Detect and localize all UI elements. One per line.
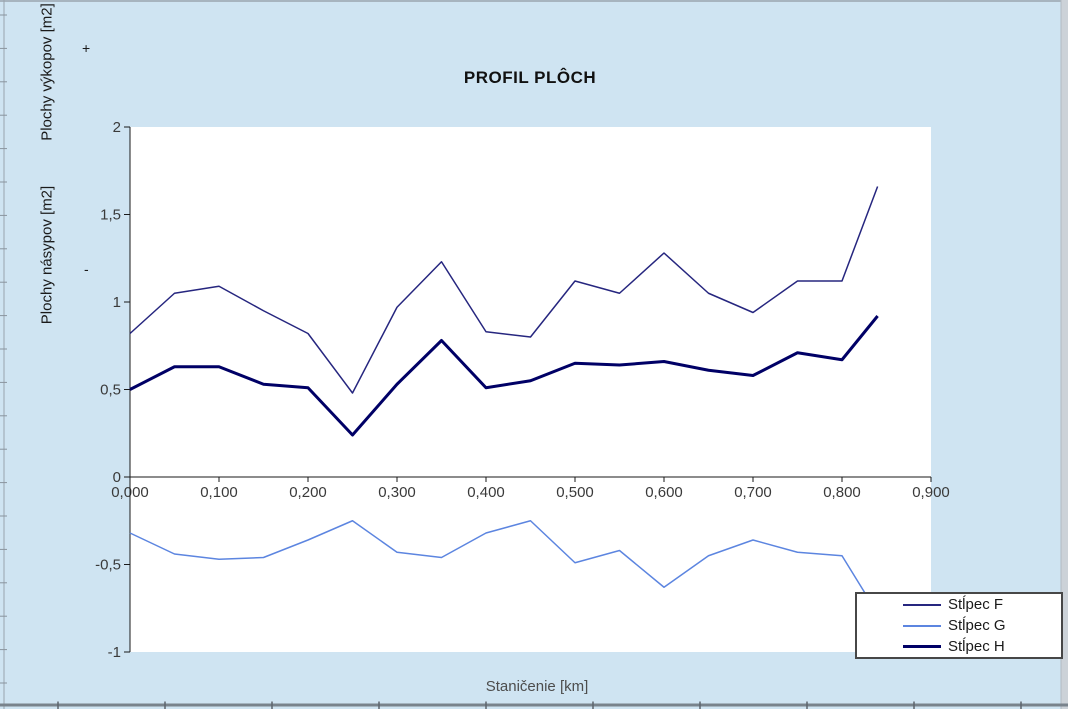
legend-entry: Stĺpec G	[903, 616, 1061, 636]
svg-text:0,600: 0,600	[645, 484, 683, 501]
plus-sign-label: +	[82, 40, 91, 56]
svg-text:-1: -1	[108, 644, 121, 661]
svg-text:1: 1	[113, 294, 121, 311]
legend-entry: Stĺpec H	[903, 636, 1061, 656]
chart-legend: Stĺpec F Stĺpec G Stĺpec H	[855, 592, 1063, 659]
svg-text:0: 0	[113, 469, 121, 486]
y-axis-title-top: Plochy výkopov [m2]	[38, 3, 56, 141]
svg-text:0,300: 0,300	[378, 484, 416, 501]
minus-sign-label: -	[84, 261, 89, 277]
svg-text:0,800: 0,800	[823, 484, 861, 501]
y-axis-title-bottom: Plochy násypov [m2]	[38, 185, 56, 325]
svg-text:0,700: 0,700	[734, 484, 772, 501]
svg-text:0,500: 0,500	[556, 484, 594, 501]
legend-line-sample-f	[903, 603, 941, 606]
legend-label: Stĺpec F	[948, 596, 1004, 614]
svg-text:2: 2	[113, 119, 121, 136]
x-axis-title: Staničenie [km]	[485, 678, 589, 695]
legend-label: Stĺpec H	[948, 637, 1005, 655]
legend-label: Stĺpec G	[948, 617, 1006, 634]
svg-text:0,900: 0,900	[912, 484, 950, 501]
svg-text:0,400: 0,400	[467, 484, 505, 501]
svg-text:1,5: 1,5	[100, 207, 121, 224]
svg-text:0,100: 0,100	[200, 484, 238, 501]
svg-text:0,200: 0,200	[289, 484, 327, 501]
svg-text:-0,5: -0,5	[95, 557, 121, 574]
legend-line-sample-g	[903, 624, 941, 627]
legend-line-sample-h	[903, 644, 941, 648]
svg-text:0,5: 0,5	[100, 382, 121, 399]
chart-title: PROFIL PLÔCH	[463, 68, 597, 87]
legend-entry: Stĺpec F	[903, 595, 1061, 615]
